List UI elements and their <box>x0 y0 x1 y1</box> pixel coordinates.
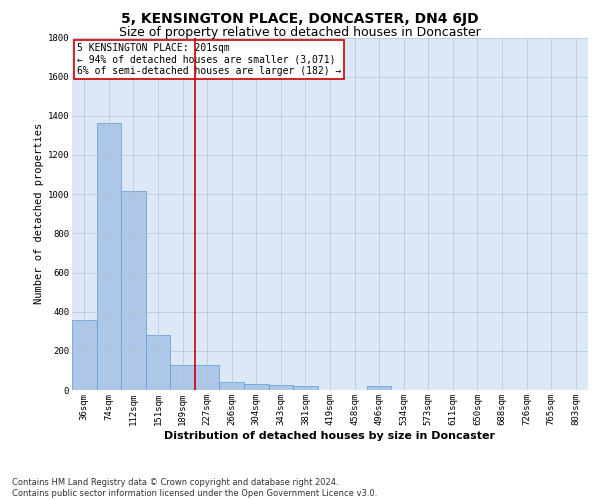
Bar <box>170 365 195 390</box>
Bar <box>121 191 146 390</box>
X-axis label: Distribution of detached houses by size in Doncaster: Distribution of detached houses by size … <box>164 430 496 440</box>
Bar <box>97 122 121 390</box>
Bar <box>72 320 97 390</box>
Bar <box>195 365 220 390</box>
Text: 5, KENSINGTON PLACE, DONCASTER, DN4 6JD: 5, KENSINGTON PLACE, DONCASTER, DN4 6JD <box>121 12 479 26</box>
Bar <box>367 386 391 390</box>
Bar <box>220 382 244 390</box>
Bar <box>244 384 269 390</box>
Y-axis label: Number of detached properties: Number of detached properties <box>34 123 44 304</box>
Bar <box>146 334 170 390</box>
Text: Size of property relative to detached houses in Doncaster: Size of property relative to detached ho… <box>119 26 481 39</box>
Bar <box>269 385 293 390</box>
Bar <box>293 386 318 390</box>
Text: 5 KENSINGTON PLACE: 201sqm
← 94% of detached houses are smaller (3,071)
6% of se: 5 KENSINGTON PLACE: 201sqm ← 94% of deta… <box>77 43 341 76</box>
Text: Contains HM Land Registry data © Crown copyright and database right 2024.
Contai: Contains HM Land Registry data © Crown c… <box>12 478 377 498</box>
